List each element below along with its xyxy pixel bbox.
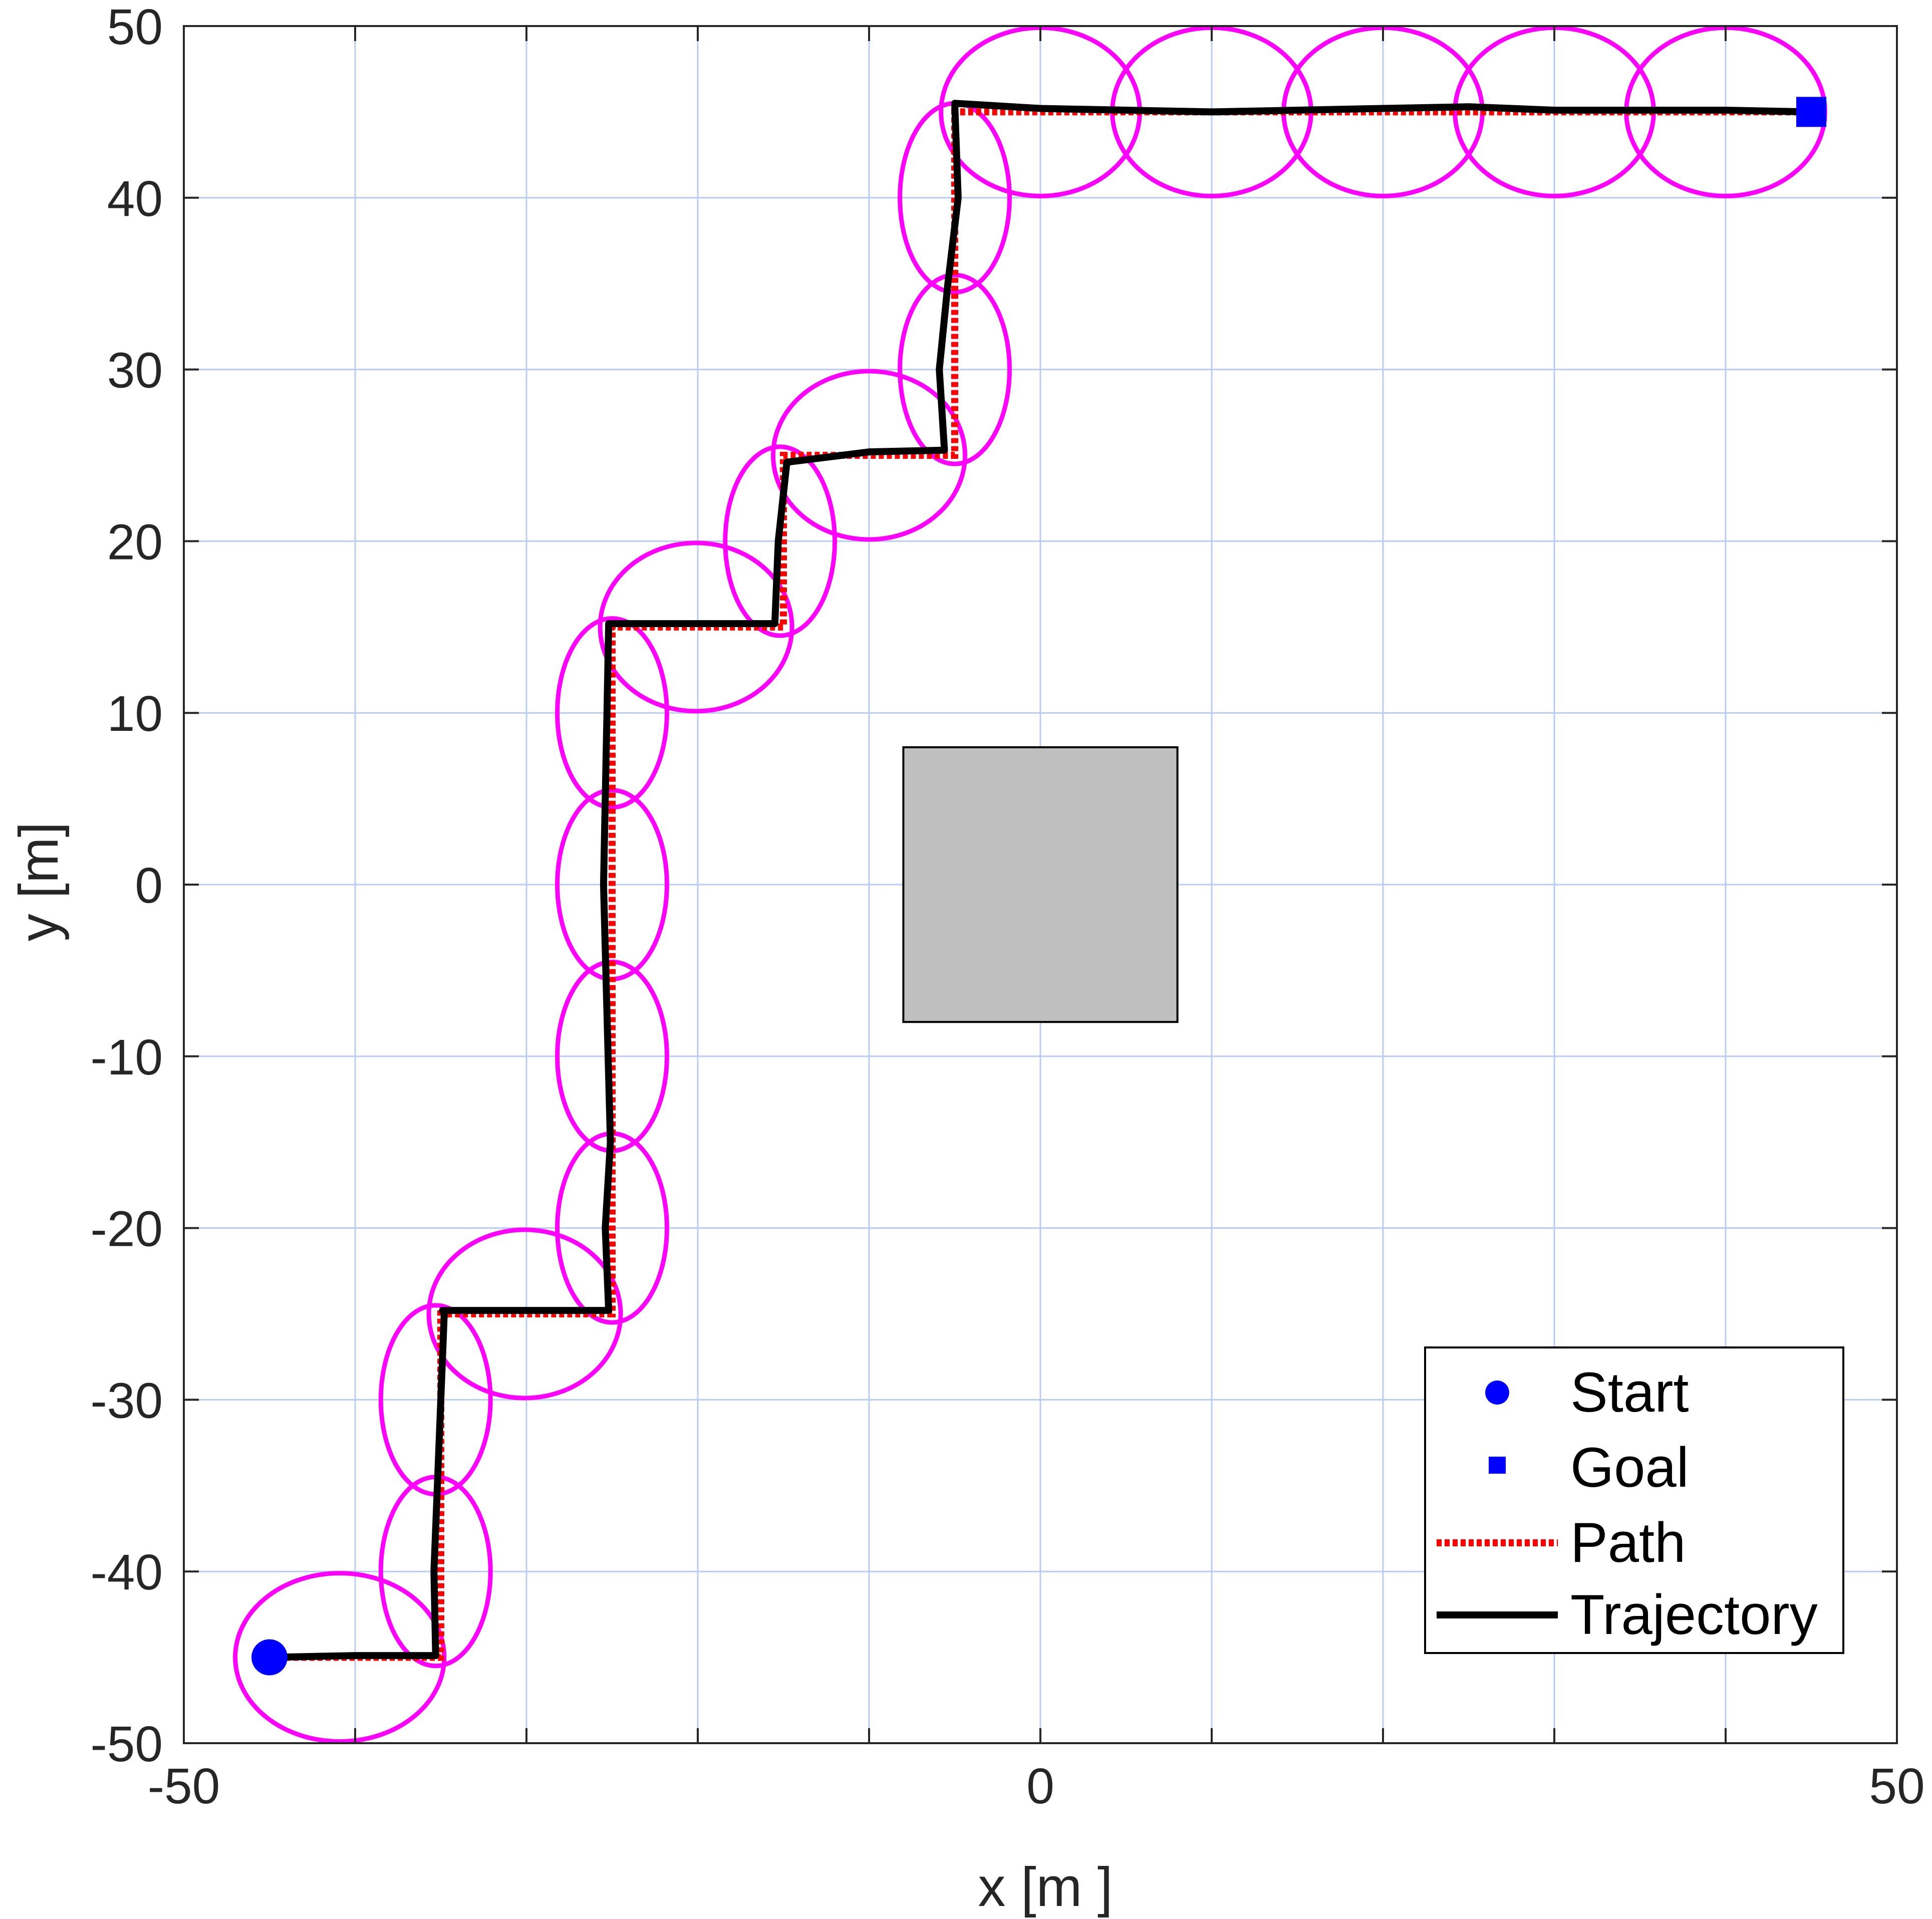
trajectory-line — [269, 100, 1812, 1661]
y-tick-label: -30 — [90, 1373, 163, 1429]
obstacle — [902, 746, 1179, 1023]
y-tick-label: -20 — [90, 1201, 163, 1257]
uncertainty-ellipse — [770, 369, 968, 542]
y-tick-label: 50 — [107, 0, 163, 55]
goal-marker — [1796, 97, 1826, 127]
legend-path-label: Path — [1570, 1511, 1686, 1574]
x-tick-label: 0 — [1026, 1758, 1054, 1814]
y-tick-labels: -50 -40 -30 -20 -10 0 10 20 30 40 50 — [90, 0, 163, 1772]
obstacle-layer — [902, 746, 1179, 1023]
y-tick-label: 30 — [107, 343, 163, 399]
legend: Start Goal Path Trajectory — [1424, 1346, 1844, 1654]
x-tick-labels: -50 0 50 — [148, 1758, 1925, 1814]
y-tick-label: -40 — [90, 1544, 163, 1600]
uncertainty-ellipse — [555, 616, 669, 810]
y-tick-label: 0 — [135, 858, 163, 914]
uncertainty-ellipse — [723, 444, 838, 638]
legend-start-marker — [1485, 1381, 1509, 1405]
x-tick-label: 50 — [1869, 1758, 1924, 1814]
y-tick-label: 40 — [107, 171, 163, 227]
legend-goal-label: Goal — [1570, 1436, 1689, 1499]
y-tick-label: 20 — [107, 514, 163, 570]
x-axis-title: x [m ] — [978, 1856, 1113, 1918]
uncertainty-ellipse — [426, 1227, 623, 1401]
x-tick-label: -50 — [148, 1758, 220, 1814]
trajectory-layer — [269, 100, 1812, 1661]
y-axis-title: y [m] — [8, 822, 70, 941]
uncertainty-ellipse — [898, 272, 1012, 466]
y-tick-label: -10 — [90, 1029, 163, 1085]
marker-layer — [251, 97, 1826, 1676]
legend-trajectory-label: Trajectory — [1570, 1583, 1818, 1646]
legend-start-label: Start — [1570, 1361, 1689, 1424]
tick-marks — [183, 25, 1898, 1744]
uncertainty-ellipse — [598, 540, 794, 714]
legend-goal-marker — [1489, 1457, 1506, 1474]
start-marker — [251, 1639, 288, 1676]
y-tick-label: 10 — [107, 686, 163, 742]
y-tick-label: -50 — [90, 1716, 163, 1772]
